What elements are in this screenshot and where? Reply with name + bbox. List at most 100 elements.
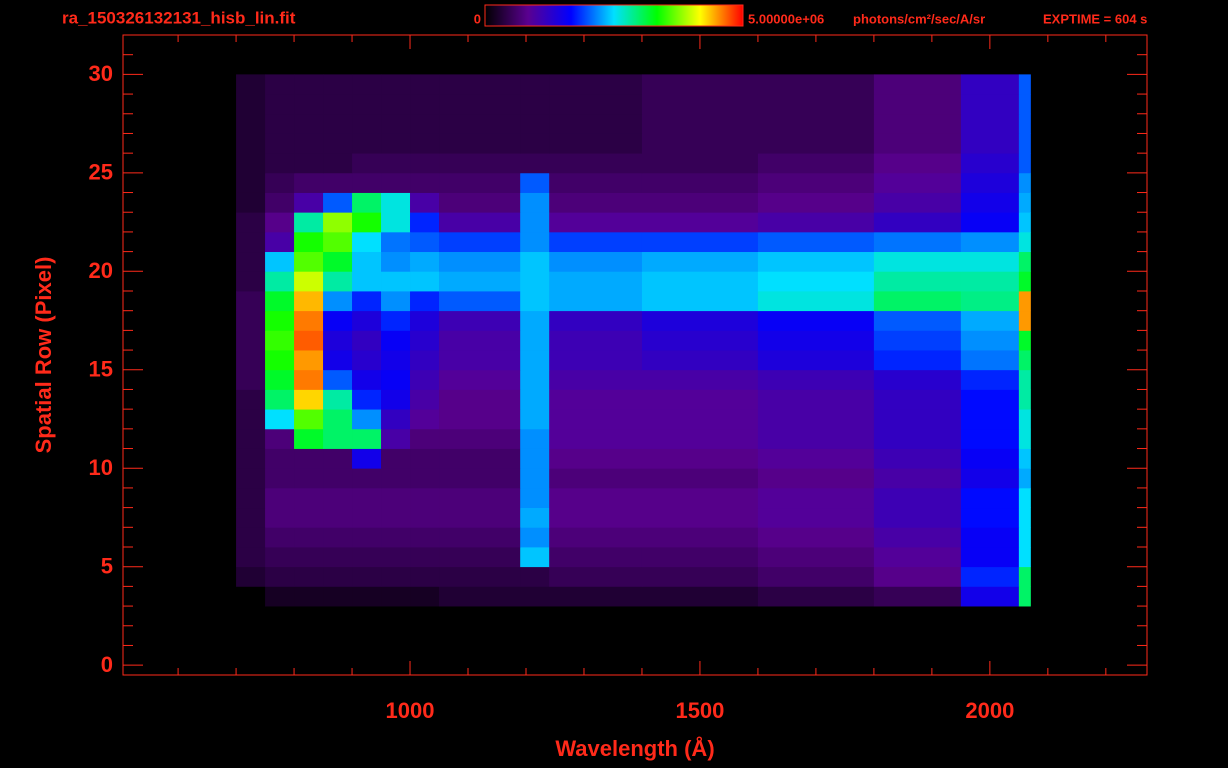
y-tick-label: 0	[101, 652, 113, 677]
heatmap-cell	[323, 133, 353, 154]
heatmap-cell	[410, 389, 440, 410]
heatmap-cell	[520, 369, 550, 390]
heatmap-cell	[873, 172, 962, 193]
heatmap-cell	[1018, 74, 1031, 95]
heatmap-cell	[236, 212, 266, 233]
heatmap-cell	[873, 428, 962, 449]
heatmap-cell	[265, 369, 295, 390]
heatmap-cell	[323, 448, 353, 469]
heatmap-cell	[265, 586, 295, 607]
heatmap-cell	[439, 547, 521, 568]
heatmap-cell	[323, 586, 353, 607]
heatmap-cell	[294, 547, 324, 568]
heatmap-cell	[960, 310, 1020, 331]
heatmap-cell	[323, 212, 353, 233]
heatmap-cell	[873, 350, 962, 371]
x-axis-label: Wavelength (Å)	[555, 735, 714, 761]
heatmap-cell	[265, 310, 295, 331]
heatmap-cell	[641, 547, 759, 568]
heatmap-cell	[439, 487, 521, 509]
heatmap-cell	[1018, 172, 1031, 193]
heatmap-cell	[439, 586, 521, 607]
heatmap-cell	[236, 547, 266, 568]
heatmap-cell	[520, 350, 550, 371]
chart-title: ra_150326132131_hisb_lin.fit	[62, 8, 296, 27]
heatmap-cell	[641, 428, 759, 449]
heatmap-cell	[294, 271, 324, 292]
heatmap-cell	[641, 310, 759, 331]
heatmap-cell	[439, 231, 521, 253]
heatmap-cell	[439, 330, 521, 351]
heatmap-cell	[265, 271, 295, 292]
heatmap-cell	[439, 409, 521, 430]
heatmap-cell	[439, 74, 521, 95]
heatmap-cell	[294, 369, 324, 390]
heatmap-cell	[641, 153, 759, 174]
heatmap-cell	[757, 389, 875, 410]
heatmap-cell	[641, 389, 759, 410]
heatmap-cell	[549, 291, 643, 312]
heatmap-cell	[960, 566, 1020, 587]
heatmap-cell	[757, 291, 875, 312]
y-tick-label: 20	[89, 258, 113, 283]
heatmap-cell	[520, 547, 550, 568]
heatmap-cell	[294, 74, 324, 95]
heatmap-cell	[757, 330, 875, 351]
heatmap-cell	[265, 566, 295, 587]
heatmap-cell	[294, 212, 324, 233]
heatmap-cell	[236, 310, 266, 331]
heatmap-cell	[352, 74, 382, 95]
heatmap-cell	[381, 448, 411, 469]
heatmap-cell	[549, 251, 643, 272]
heatmap-cell	[294, 389, 324, 410]
heatmap-cell	[439, 527, 521, 548]
heatmap-cell	[873, 507, 962, 528]
heatmap-cell	[960, 133, 1020, 154]
heatmap-cell	[294, 527, 324, 548]
heatmap-cell	[1018, 271, 1031, 292]
heatmap-cell	[323, 369, 353, 390]
heatmap-cell	[757, 192, 875, 213]
heatmap-cell	[549, 74, 643, 95]
heatmap-cell	[757, 487, 875, 509]
heatmap-cell	[520, 94, 550, 115]
colorbar-tick-label: 0	[474, 11, 481, 26]
y-tick-label: 25	[89, 160, 113, 185]
heatmap-cell	[294, 409, 324, 430]
heatmap-cell	[323, 310, 353, 331]
heatmap-cell	[381, 487, 411, 509]
heatmap-cell	[381, 350, 411, 371]
heatmap-cell	[265, 468, 295, 489]
heatmap-cell	[410, 369, 440, 390]
heatmap-cell	[641, 369, 759, 390]
heatmap-cell	[641, 468, 759, 489]
heatmap-cell	[1018, 586, 1031, 607]
heatmap-cell	[757, 94, 875, 115]
heatmap-cell	[265, 448, 295, 469]
heatmap-cell	[265, 389, 295, 410]
heatmap-cell	[520, 231, 550, 253]
heatmap-cell	[265, 94, 295, 115]
heatmap-cell	[381, 192, 411, 213]
heatmap-cell	[960, 527, 1020, 548]
heatmap-cell	[520, 527, 550, 548]
heatmap-cell	[757, 113, 875, 134]
heatmap-cell	[520, 291, 550, 312]
heatmap-cell	[520, 74, 550, 95]
heatmap-cell	[265, 113, 295, 134]
heatmap-cell	[520, 251, 550, 272]
heatmap-cell	[265, 172, 295, 193]
heatmap-cell	[1018, 231, 1031, 253]
heatmap-cell	[439, 389, 521, 410]
heatmap-cell	[873, 330, 962, 351]
heatmap-cell	[641, 94, 759, 115]
heatmap-cell	[1018, 192, 1031, 213]
heatmap-cell	[1018, 547, 1031, 568]
heatmap-cell	[294, 586, 324, 607]
heatmap-cell	[265, 291, 295, 312]
heatmap-cell	[236, 487, 266, 509]
heatmap-cell	[265, 507, 295, 528]
heatmap-cell	[520, 566, 550, 587]
heatmap-cell	[294, 330, 324, 351]
heatmap-cell	[757, 468, 875, 489]
